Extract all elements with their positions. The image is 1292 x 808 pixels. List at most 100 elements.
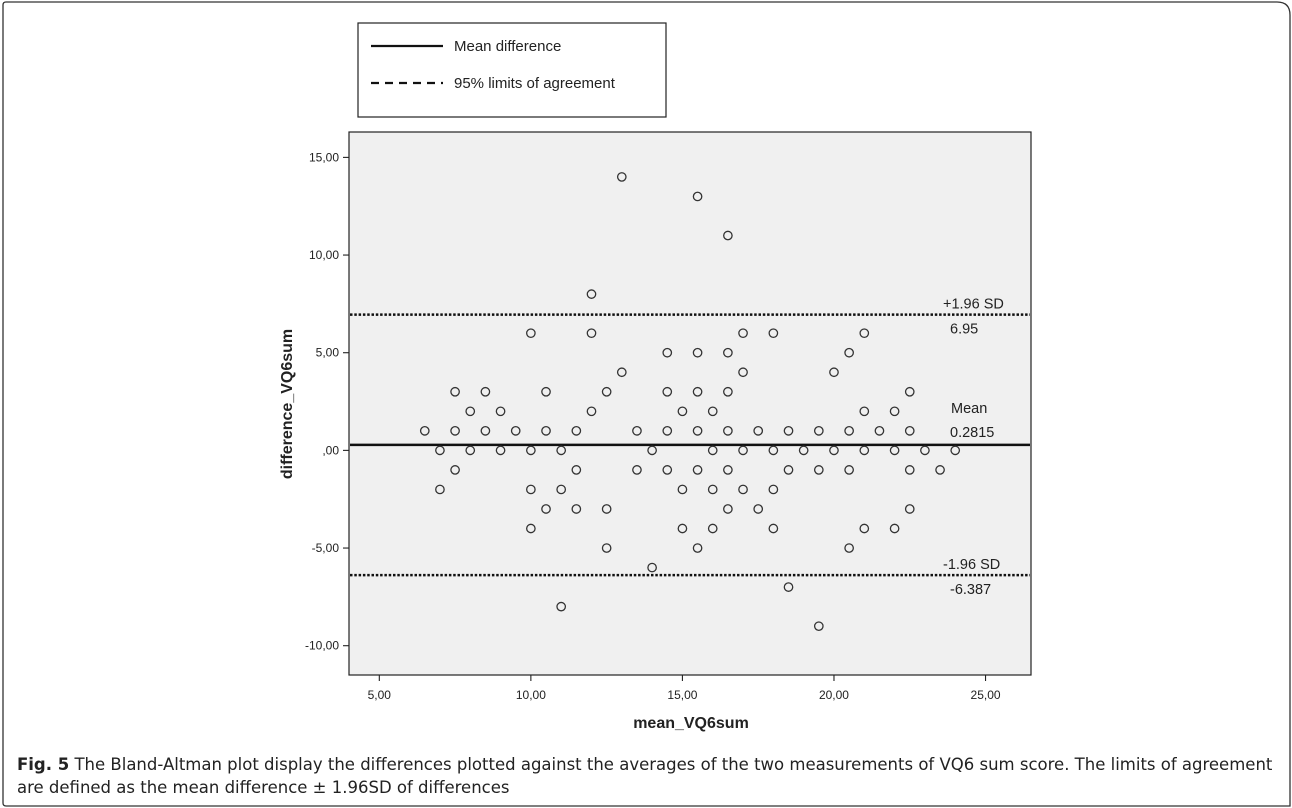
data-point [647, 562, 657, 573]
data-point [768, 328, 779, 339]
data-point [526, 328, 536, 339]
data-point [556, 445, 567, 456]
data-point [723, 230, 733, 241]
data-point [768, 523, 779, 534]
data-point [662, 386, 673, 397]
reference-label-top-2: -1.96 SD [943, 557, 1000, 573]
data-point [889, 445, 900, 456]
data-point [844, 543, 854, 553]
data-point [723, 465, 733, 475]
data-point [783, 465, 794, 475]
data-point [601, 543, 612, 553]
data-point [677, 484, 688, 495]
data-point [829, 445, 839, 456]
y-axis-label: difference_VQ6sum [279, 329, 296, 479]
x-axis-label: mean_VQ6sum [633, 715, 749, 732]
data-point [571, 504, 582, 514]
data-points [419, 172, 961, 632]
data-point [707, 406, 718, 417]
data-point [844, 465, 854, 475]
reference-line-labels: +1.96 SD 6.95 Mean 0.2815 -1.96 SD -6.387 [943, 297, 1004, 599]
data-point [723, 347, 733, 358]
data-point [904, 425, 915, 436]
x-axis: 5,00 10,00 15,00 20,00 25,00 [368, 675, 1001, 702]
data-point [465, 445, 476, 456]
data-point [813, 621, 824, 632]
data-point [753, 425, 764, 436]
data-point [495, 445, 506, 456]
data-point [450, 425, 460, 436]
figure-caption: Fig. 5 The Bland-Altman plot display the… [17, 753, 1277, 799]
data-point [632, 425, 642, 436]
data-point [738, 445, 748, 456]
data-point [435, 445, 445, 456]
y-tick-label: 15,00 [309, 150, 339, 164]
data-point [738, 484, 748, 495]
data-point [798, 445, 809, 456]
data-point [616, 367, 627, 378]
x-tick-label: 20,00 [819, 688, 849, 702]
x-tick-label: 25,00 [971, 688, 1001, 702]
data-point [435, 484, 445, 495]
data-point [480, 425, 491, 436]
data-point [844, 347, 854, 358]
data-point [541, 425, 551, 436]
data-point [601, 504, 612, 514]
data-point [586, 289, 597, 299]
reference-label-top-0: +1.96 SD [943, 297, 1004, 313]
data-point [526, 484, 536, 495]
data-point [450, 465, 460, 475]
caption-label: Fig. 5 [17, 755, 70, 774]
bland-altman-chart: Mean difference 95% limits of agreement … [279, 22, 1032, 732]
data-point [692, 543, 703, 553]
data-point [692, 425, 703, 436]
data-point [859, 328, 870, 339]
reference-label-top-1: Mean [951, 401, 987, 417]
data-point [874, 425, 885, 436]
data-point [859, 523, 870, 534]
data-point [677, 523, 688, 534]
reference-label-bottom-0: 6.95 [950, 322, 978, 338]
caption-text: The Bland-Altman plot display the differ… [17, 755, 1273, 797]
data-point [692, 347, 703, 358]
x-tick-label: 5,00 [368, 688, 392, 702]
data-point [662, 425, 673, 436]
data-point [950, 445, 961, 456]
data-point [450, 386, 460, 397]
data-point [571, 425, 582, 436]
data-point [677, 406, 688, 417]
data-point [889, 406, 900, 417]
data-point [738, 367, 748, 378]
data-point [480, 386, 491, 397]
data-point [692, 386, 703, 397]
legend-box [357, 22, 667, 118]
data-point [419, 425, 430, 436]
data-point [465, 406, 476, 417]
y-tick-label: 5,00 [316, 346, 340, 360]
data-point [920, 445, 930, 456]
legend: Mean difference 95% limits of agreement [357, 22, 667, 118]
data-point [692, 191, 703, 202]
data-point [692, 465, 703, 475]
data-point [904, 465, 915, 475]
y-tick-label: -5,00 [312, 541, 340, 555]
data-point [723, 425, 733, 436]
reference-label-bottom-2: -6.387 [950, 582, 991, 598]
data-point [768, 445, 779, 456]
data-point [495, 406, 506, 417]
data-point [829, 367, 839, 378]
data-point [768, 484, 779, 495]
data-point [723, 386, 733, 397]
data-point [859, 406, 870, 417]
data-point [601, 386, 612, 397]
plot-area [348, 131, 1032, 676]
data-point [571, 465, 582, 475]
data-point [662, 347, 673, 358]
data-point [541, 386, 551, 397]
data-point [707, 484, 718, 495]
legend-label-limits-of-agreement: 95% limits of agreement [454, 75, 616, 92]
y-axis: 15,00 10,00 5,00 ,00 -5,00 -10,00 [305, 150, 349, 653]
data-point [889, 523, 900, 534]
data-point [556, 601, 567, 612]
